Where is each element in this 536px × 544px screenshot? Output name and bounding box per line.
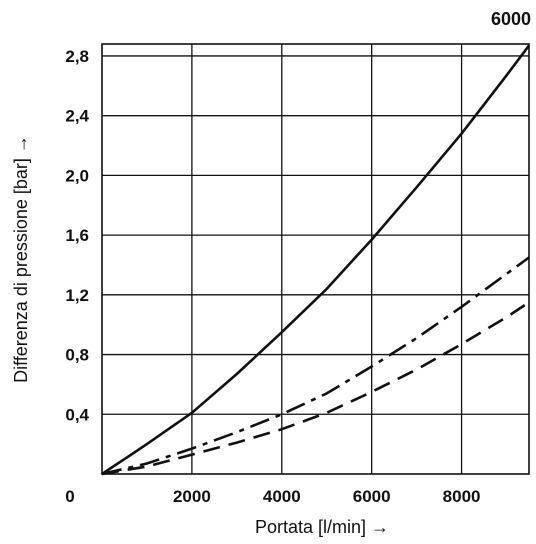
y-tick-label-6: 2,8 [65, 47, 89, 66]
y-tick-label-1: 0,8 [65, 346, 89, 365]
series-line-dashed [101, 301, 530, 476]
y-tick-label-4: 2,0 [65, 166, 89, 185]
x-tick-label-0: 0 [65, 487, 74, 506]
x-tick-labels: 0 2000 4000 6000 8000 [65, 487, 480, 506]
x-axis-title: Portata [l/min] → [255, 517, 389, 537]
x-tick-label-3: 6000 [353, 487, 391, 506]
series-lines [101, 44, 531, 476]
chart-title: 6000 [491, 9, 531, 29]
y-tick-label-0: 0,4 [65, 405, 89, 424]
grid-lines [102, 44, 529, 474]
series-line-dash-dot [101, 256, 530, 476]
y-tick-labels: 0,4 0,8 1,2 1,6 2,0 2,4 2,8 [65, 47, 89, 424]
x-tick-label-2: 4000 [263, 487, 301, 506]
plot-frame [101, 43, 530, 475]
y-tick-label-3: 1,6 [65, 226, 89, 245]
series-line-solid [101, 44, 531, 476]
y-tick-label-5: 2,4 [65, 107, 89, 126]
x-tick-label-4: 8000 [443, 487, 481, 506]
y-tick-label-2: 1,2 [65, 286, 89, 305]
y-axis-title: Differenza di pressione [bar] → [11, 135, 31, 383]
x-tick-label-1: 2000 [173, 487, 211, 506]
